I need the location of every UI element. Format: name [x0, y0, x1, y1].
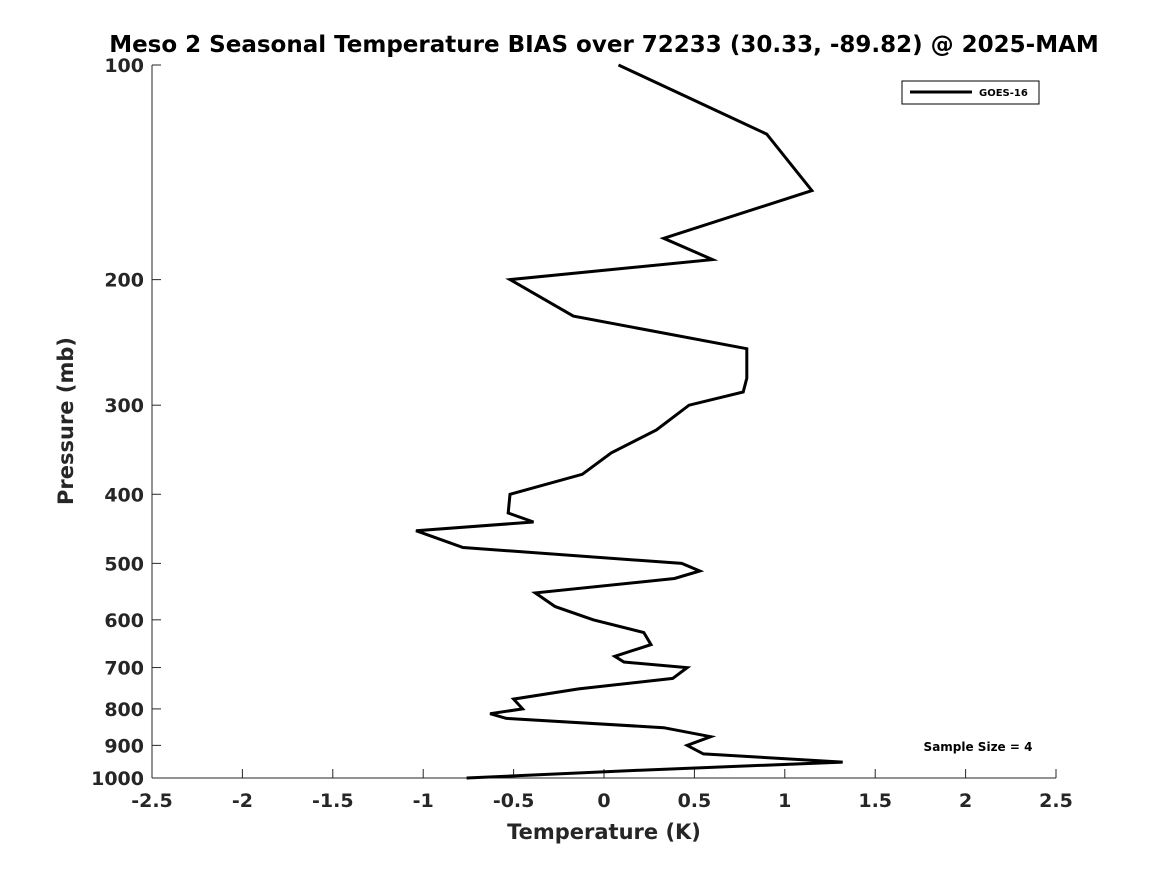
y-tick-label: 1000	[91, 768, 144, 790]
plot-area	[151, 65, 1056, 779]
x-tick-label: -1.5	[312, 790, 354, 812]
x-tick-label: 1.5	[858, 790, 892, 812]
x-tick-label: 2	[959, 790, 972, 812]
x-tick-label: -1	[413, 790, 434, 812]
y-tick-label: 300	[104, 395, 144, 417]
y-ticks: 100 200 300 400 500 600 700 800 900 1000	[91, 55, 161, 790]
annotation-sample-size: Sample Size = 4	[924, 740, 1033, 754]
x-tick-label: -2.5	[131, 790, 173, 812]
x-tick-label: -0.5	[493, 790, 535, 812]
y-tick-label: 900	[104, 735, 144, 757]
y-tick-label: 400	[104, 484, 144, 506]
x-axis-label: Temperature (K)	[507, 820, 701, 844]
y-tick-label: 800	[104, 699, 144, 721]
x-tick-label: 1	[778, 790, 791, 812]
x-ticks: -2.5 -2 -1.5 -1 -0.5 0 0.5 1 1.5 2 2.5	[131, 769, 1073, 812]
y-tick-label: 600	[104, 610, 144, 632]
chart-title: Meso 2 Seasonal Temperature BIAS over 72…	[109, 32, 1099, 58]
y-tick-label: 200	[104, 270, 144, 292]
y-tick-label: 700	[104, 658, 144, 680]
x-tick-label: -2	[232, 790, 253, 812]
legend-label-goes-16: GOES-16	[979, 88, 1028, 99]
y-tick-label: 500	[104, 553, 144, 575]
legend: GOES-16	[901, 80, 1040, 105]
y-tick-label: 100	[104, 55, 144, 77]
series-line-goes-16	[415, 63, 843, 780]
y-axis-label: Pressure (mb)	[54, 337, 78, 505]
series-layer	[415, 63, 843, 780]
x-tick-label: 0.5	[678, 790, 712, 812]
x-tick-label: 2.5	[1039, 790, 1073, 812]
x-tick-label: 0	[597, 790, 610, 812]
